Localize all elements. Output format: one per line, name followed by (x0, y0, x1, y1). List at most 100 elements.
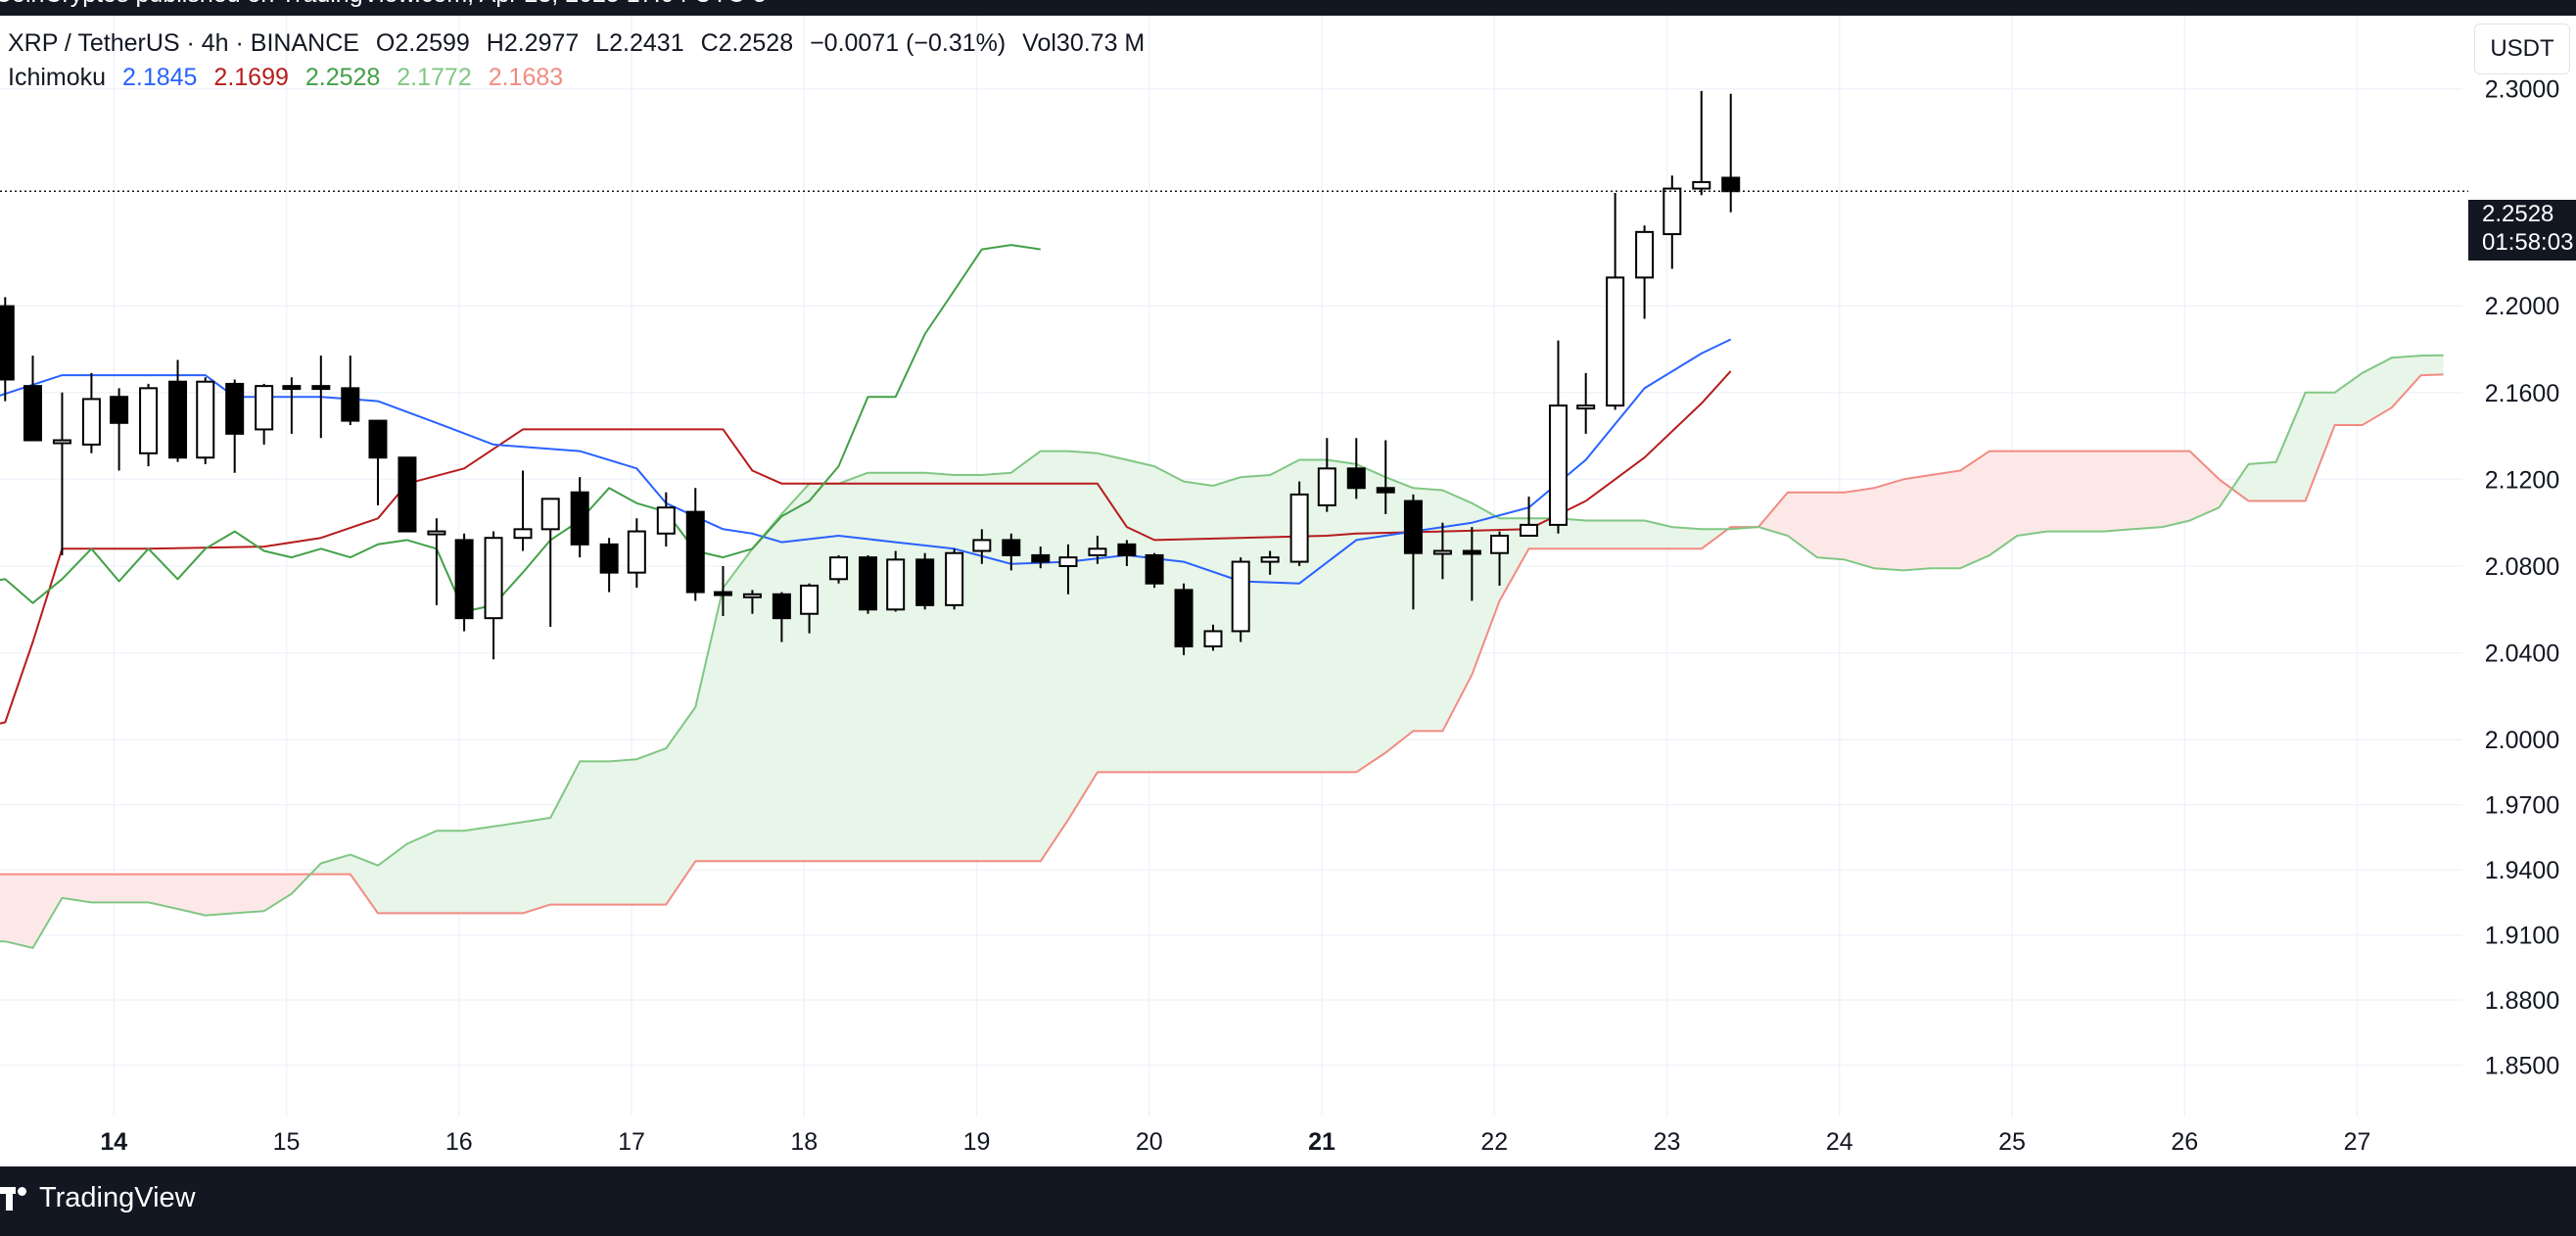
candle-46[interactable] (1317, 438, 1336, 512)
candle-26[interactable] (742, 590, 762, 614)
y-tick-label: 2.0000 (2485, 727, 2559, 754)
tenkan-line (0, 338, 1732, 585)
candle-body (1635, 230, 1655, 279)
candle-7[interactable] (196, 377, 215, 464)
candle-5[interactable] (139, 383, 159, 467)
candle-54[interactable] (1548, 340, 1568, 534)
candle-9[interactable] (255, 383, 274, 445)
candle-43[interactable] (1231, 557, 1250, 642)
candle-13[interactable] (368, 419, 388, 505)
candle-36[interactable] (1031, 547, 1051, 569)
currency-unit-button[interactable]: USDT (2474, 24, 2570, 74)
candle-body (23, 385, 42, 442)
candle-29[interactable] (829, 554, 849, 584)
candle-body (685, 510, 705, 594)
candle-53[interactable] (1520, 497, 1539, 537)
candle-3[interactable] (81, 372, 101, 453)
candle-4[interactable] (110, 388, 129, 471)
candle-27[interactable] (772, 592, 791, 642)
candle-body (282, 385, 302, 391)
span-b-line (0, 373, 2444, 915)
candle-21[interactable] (599, 538, 619, 593)
candle-32[interactable] (915, 552, 935, 610)
candle-35[interactable] (1002, 533, 1021, 571)
x-tick-label: 14 (100, 1128, 127, 1156)
kijun-line (0, 370, 1732, 725)
candle-1[interactable] (23, 356, 42, 442)
candle-body (1576, 404, 1596, 410)
candle-44[interactable] (1260, 550, 1280, 575)
candle-19[interactable] (540, 498, 560, 628)
candle-51[interactable] (1462, 527, 1481, 601)
candle-55[interactable] (1576, 372, 1596, 434)
cloud-segment-1 (310, 451, 1728, 914)
candle-8[interactable] (225, 379, 245, 473)
x-tick-label: 27 (2344, 1128, 2371, 1156)
candle-31[interactable] (886, 550, 906, 612)
last-price-value: 2.2528 (2482, 201, 2554, 227)
tradingview-logo[interactable]: TradingView (0, 1182, 196, 1214)
candle-20[interactable] (570, 477, 589, 558)
indicator-name[interactable]: Ichimoku (8, 64, 107, 91)
candle-17[interactable] (484, 531, 503, 660)
candle-25[interactable] (713, 566, 732, 616)
candle-body (599, 543, 619, 574)
candle-50[interactable] (1432, 522, 1452, 580)
candle-15[interactable] (427, 518, 446, 605)
candle-47[interactable] (1346, 438, 1366, 499)
candle-37[interactable] (1058, 544, 1078, 594)
indicator-value-chikou: 2.2528 (304, 64, 381, 91)
y-tick-label: 2.0800 (2485, 553, 2559, 581)
candle-body (1721, 176, 1741, 193)
candle-49[interactable] (1403, 494, 1423, 610)
candle-60[interactable] (1721, 93, 1741, 213)
candle-30[interactable] (859, 554, 878, 614)
y-tick-label: 1.8500 (2485, 1052, 2559, 1079)
candle-42[interactable] (1203, 624, 1223, 651)
candle-12[interactable] (341, 356, 360, 426)
candle-22[interactable] (627, 518, 646, 589)
candle-2[interactable] (52, 392, 71, 555)
candle-40[interactable] (1145, 552, 1164, 589)
candle-body (1088, 547, 1107, 556)
candle-16[interactable] (454, 533, 474, 632)
candle-33[interactable] (945, 548, 964, 610)
candle-48[interactable] (1376, 440, 1395, 514)
cloud-segment-3 (2231, 355, 2444, 501)
candle-10[interactable] (282, 377, 302, 434)
candle-24[interactable] (685, 488, 705, 601)
candle-11[interactable] (311, 356, 331, 439)
candle-45[interactable] (1289, 481, 1309, 566)
span-a-line (0, 354, 2444, 949)
last-price-label: 2.2528 01:58:03 (2468, 200, 2576, 261)
candle-58[interactable] (1663, 175, 1682, 269)
candle-57[interactable] (1635, 225, 1655, 319)
candle-52[interactable] (1490, 531, 1510, 586)
ichimoku-cloud (0, 355, 2444, 948)
candle-body (627, 530, 646, 574)
candle-18[interactable] (513, 470, 533, 551)
candle-56[interactable] (1606, 192, 1625, 410)
x-tick-label: 22 (1480, 1128, 1508, 1156)
candle-body (255, 385, 274, 431)
candle-28[interactable] (800, 583, 820, 634)
candle-body (1174, 589, 1194, 647)
volume: Vol30.73 M (1022, 29, 1146, 57)
candle-39[interactable] (1117, 540, 1137, 566)
bar-countdown: 01:58:03 (2482, 229, 2574, 256)
candle-6[interactable] (168, 359, 188, 462)
x-tick-label: 24 (1826, 1128, 1853, 1156)
symbol-title[interactable]: XRP / TetherUS · 4h · BINANCE (8, 29, 359, 57)
candle-body (1346, 467, 1366, 490)
candle-0[interactable] (0, 297, 15, 402)
candle-14[interactable] (398, 456, 417, 533)
candle-34[interactable] (972, 529, 992, 564)
candle-body (829, 556, 849, 581)
candle-41[interactable] (1174, 583, 1194, 655)
candle-38[interactable] (1088, 535, 1107, 564)
candle-59[interactable] (1692, 90, 1711, 196)
ohlc-open: O2.2599 (375, 29, 470, 57)
candle-23[interactable] (656, 492, 676, 547)
candle-body (168, 380, 188, 459)
